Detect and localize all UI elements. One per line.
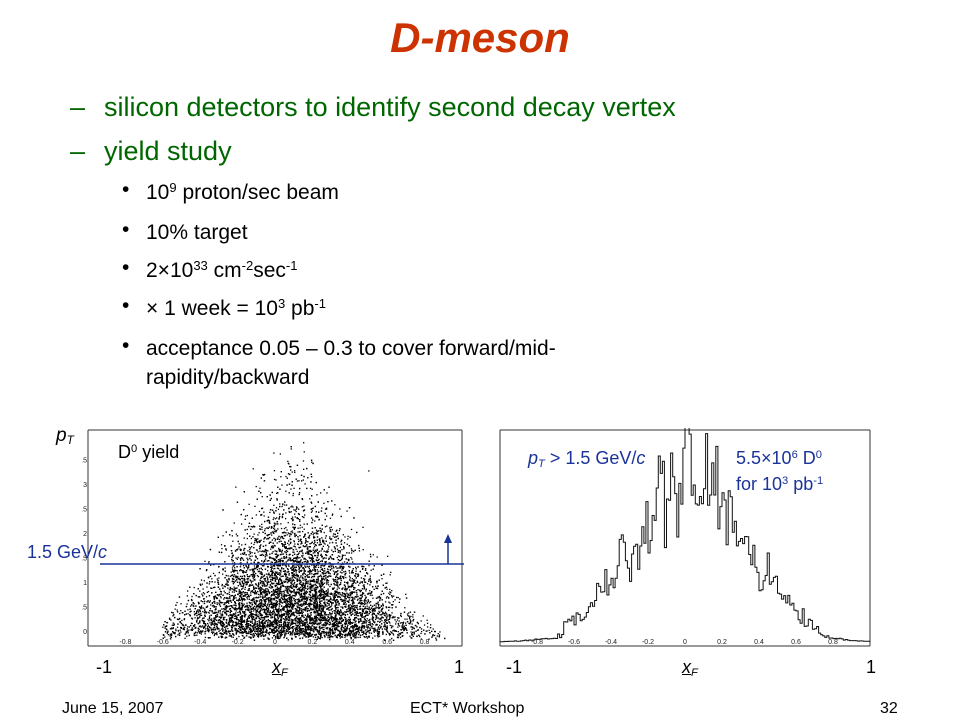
- scatter-plot-d0-yield: -0.8 -0.6 -0.4 -0.2 0 0.2 0.4 0.6 0.8 0 0.5 1 1.5 2 2…: [82, 428, 466, 650]
- scatter-points: [162, 442, 446, 641]
- y-tick-label: 2.5: [82, 507, 87, 514]
- y-tick-label: 3: [83, 482, 87, 489]
- dash-marker: –: [70, 136, 86, 166]
- x-tick-label: 0.6: [791, 639, 801, 646]
- x-max-label: 1: [866, 657, 877, 677]
- x-tick-label: -0.2: [232, 639, 244, 646]
- x-tick-label: 0.6: [382, 639, 392, 646]
- x-tick-label: 0.8: [420, 639, 430, 646]
- xf-axis-label: xF: [272, 657, 288, 679]
- slide-title: D-meson: [390, 14, 570, 61]
- histogram-line: [499, 428, 871, 643]
- y-tick-label: 1: [83, 580, 87, 587]
- bullet-text: 10% target: [146, 221, 248, 244]
- x-tick-label: 0.2: [717, 639, 727, 646]
- xf-axis-label: xF: [682, 657, 698, 679]
- y-tick-label: 0.5: [82, 605, 87, 612]
- x-min-label: -1: [506, 657, 523, 677]
- level1-text: yield study: [104, 136, 232, 166]
- lumi-label: for 103 pb-1: [736, 474, 824, 494]
- x-tick-label: 0.2: [308, 639, 318, 646]
- x-tick-label: 0.4: [345, 639, 355, 646]
- x-tick-label: -0.8: [119, 639, 131, 646]
- x-tick-label: -0.8: [531, 639, 543, 646]
- x-tick-label: 0: [273, 639, 277, 646]
- histogram-xf-distribution: -0.8 -0.6 -0.4 -0.2 0 0.2 0.4 0.6 0.8: [494, 428, 874, 650]
- footer-page-number: 32: [880, 700, 898, 717]
- bullet-text: acceptance 0.05 – 0.3 to cover forward/m…: [146, 337, 556, 389]
- cut-value-label: 1.5 GeV/c: [27, 542, 108, 562]
- x-tick-label: -0.6: [568, 639, 580, 646]
- level1-text: silicon detectors to identify second dec…: [104, 92, 676, 122]
- x-min-label: -1: [96, 657, 113, 677]
- x-tick-label: -0.4: [194, 639, 206, 646]
- y-tick-label: 3.5: [82, 458, 87, 465]
- y-tick-label: 2: [83, 531, 87, 538]
- pt-axis-label: pT: [56, 425, 74, 447]
- footer-date: June 15, 2007: [62, 700, 164, 717]
- x-tick-labels: -0.8 -0.6 -0.4 -0.2 0 0.2 0.4 0.6 0.8: [531, 639, 838, 646]
- count-label: 5.5×106 D0: [736, 448, 822, 468]
- d0-yield-label: D0 yield: [118, 442, 180, 462]
- y-tick-label: 0: [83, 629, 87, 636]
- x-tick-label: 0.8: [828, 639, 838, 646]
- bullet-text: × 1 week = 103 pb-1: [146, 295, 326, 320]
- x-tick-label: -0.6: [157, 639, 169, 646]
- pt-cut-line: [100, 534, 464, 565]
- y-tick-label: 1.5: [82, 556, 87, 563]
- x-tick-label: -0.4: [605, 639, 617, 646]
- bullet-marker: •: [122, 294, 130, 317]
- x-tick-label: -0.2: [642, 639, 654, 646]
- footer-event: ECT* Workshop: [410, 700, 525, 717]
- pt-cut-label: pT > 1.5 GeV/c: [528, 448, 646, 470]
- bullet-marker: •: [122, 334, 130, 357]
- dash-marker: –: [70, 92, 86, 122]
- bullet-marker: •: [122, 256, 130, 279]
- bullet-marker: •: [122, 178, 130, 201]
- bullet-text: 2×1033 cm-2sec-1: [146, 257, 298, 282]
- bullet-marker: •: [122, 218, 130, 241]
- x-max-label: 1: [454, 657, 465, 677]
- x-tick-label: 0: [683, 639, 687, 646]
- bullet-text: 109 proton/sec beam: [146, 179, 339, 204]
- y-tick-labels: 0 0.5 1 1.5 2 2.5 3 3.5: [82, 458, 87, 637]
- x-tick-label: 0.4: [754, 639, 764, 646]
- x-tick-labels: -0.8 -0.6 -0.4 -0.2 0 0.2 0.4 0.6 0.8: [119, 639, 429, 646]
